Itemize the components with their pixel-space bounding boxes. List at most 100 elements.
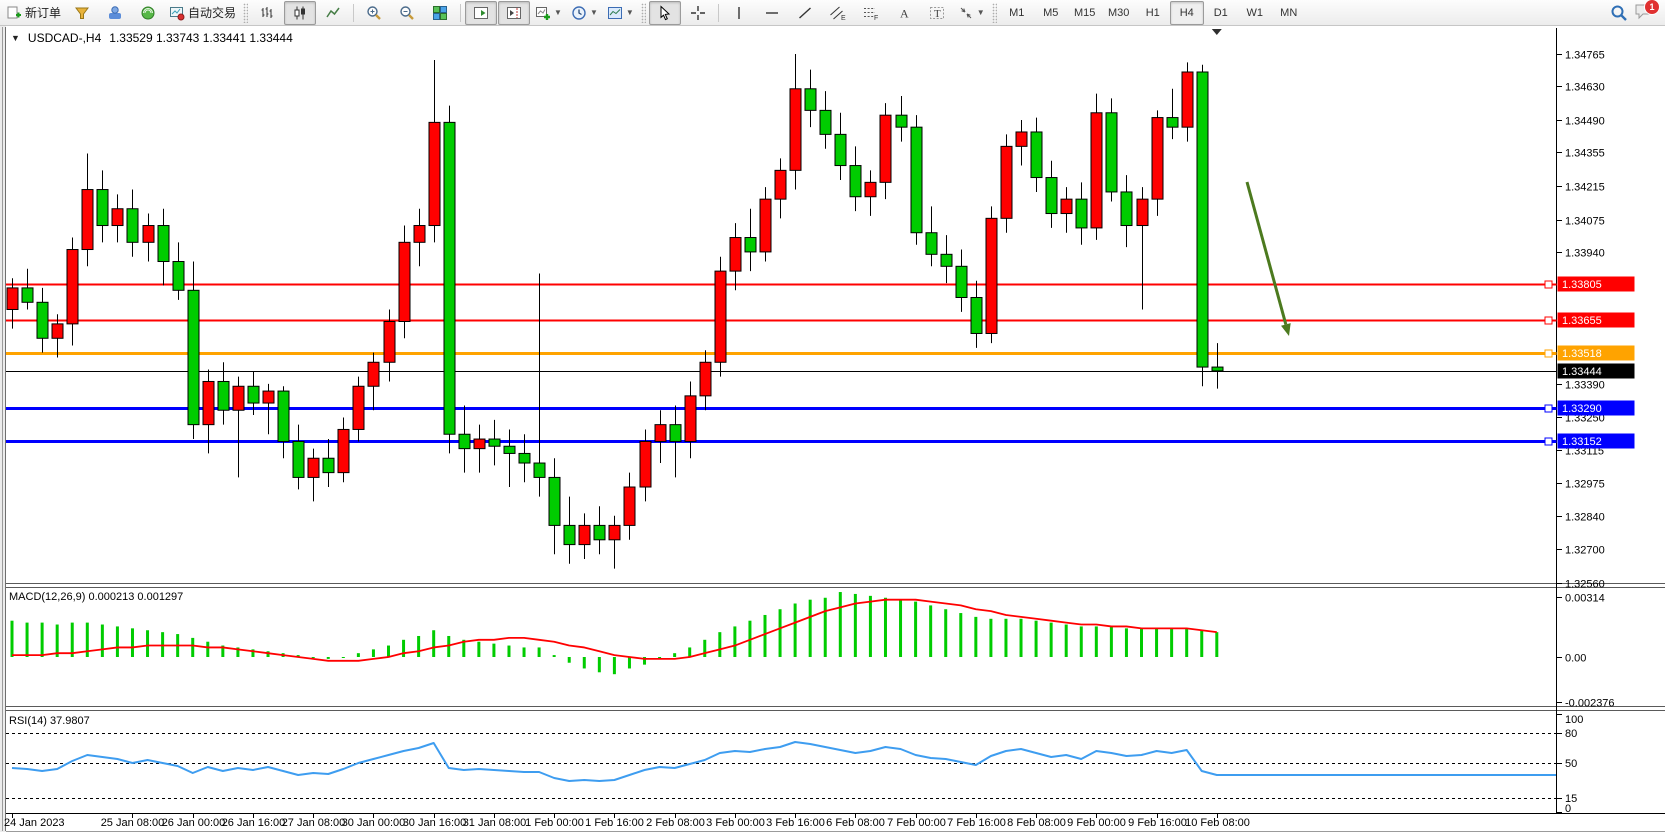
chevron-down-icon: ▼ bbox=[976, 7, 985, 17]
svg-text:1.34355: 1.34355 bbox=[1565, 148, 1605, 160]
new-order-button[interactable]: 新订单 bbox=[3, 1, 65, 25]
horizontal-line-icon bbox=[764, 5, 780, 21]
zoom-out-button[interactable] bbox=[391, 1, 423, 25]
svg-text:30 Jan 16:00: 30 Jan 16:00 bbox=[403, 817, 467, 829]
svg-text:1.34765: 1.34765 bbox=[1565, 50, 1605, 62]
auto-trading-label: 自动交易 bbox=[188, 6, 237, 20]
text-a-icon: A bbox=[896, 5, 912, 21]
templates-button[interactable]: ▼ bbox=[603, 1, 638, 25]
toolbar-grip bbox=[243, 2, 249, 23]
timeframe-H4[interactable]: H4 bbox=[1169, 0, 1204, 25]
timeframe-W1[interactable]: W1 bbox=[1246, 6, 1263, 19]
chart-dropdown-icon[interactable]: ▼ bbox=[11, 33, 20, 43]
svg-text:3 Feb 00:00: 3 Feb 00:00 bbox=[706, 817, 765, 829]
candle-chart-icon bbox=[292, 5, 308, 21]
svg-text:7 Feb 00:00: 7 Feb 00:00 bbox=[887, 817, 946, 829]
text-button[interactable]: A bbox=[888, 1, 920, 25]
toolbar-separator bbox=[460, 3, 462, 22]
candles bbox=[6, 54, 1224, 569]
crosshair-button[interactable] bbox=[682, 1, 714, 25]
trendline-button[interactable] bbox=[789, 1, 821, 25]
svg-text:T: T bbox=[934, 8, 941, 20]
notifications-button[interactable]: 1 bbox=[1634, 0, 1660, 23]
vertical-line-button[interactable] bbox=[723, 1, 755, 25]
trend-arrow-annotation bbox=[1245, 181, 1288, 325]
price-level-labels: 1.33805 1.33655 1.33518 1.33444 1.33290 1.331… bbox=[1557, 276, 1635, 449]
line-chart-button[interactable] bbox=[317, 1, 349, 25]
line-chart-icon bbox=[325, 5, 341, 21]
indicators-button[interactable]: ▼ bbox=[531, 1, 566, 25]
fibonacci-button[interactable]: F bbox=[855, 1, 887, 25]
channel-icon: E bbox=[829, 5, 846, 21]
search-icon[interactable] bbox=[1610, 4, 1628, 22]
svg-text:80: 80 bbox=[1565, 728, 1577, 740]
trendline-icon bbox=[797, 5, 813, 21]
svg-text:1 Feb 00:00: 1 Feb 00:00 bbox=[525, 817, 584, 829]
svg-text:1.33390: 1.33390 bbox=[1565, 380, 1605, 392]
svg-text:27 Jan 08:00: 27 Jan 08:00 bbox=[282, 817, 346, 829]
chart-title[interactable]: ▼ USDCAD-,H4 1.33529 1.33743 1.33441 1.3… bbox=[11, 31, 293, 45]
fibonacci-icon: F bbox=[862, 5, 879, 21]
bar-chart-icon bbox=[259, 5, 275, 21]
timeframe-M15[interactable]: M15 bbox=[1074, 6, 1096, 19]
chart-ohlc-values: 1.33529 1.33743 1.33441 1.33444 bbox=[109, 31, 293, 45]
svg-text:0.00314: 0.00314 bbox=[1565, 593, 1605, 605]
price-axis[interactable]: 1.34765 1.34630 1.34490 1.34355 1.34215 1.340… bbox=[1556, 50, 1605, 591]
signals-button[interactable] bbox=[132, 1, 164, 25]
profiles-button[interactable] bbox=[99, 1, 131, 25]
timeframe-M30[interactable]: M30 bbox=[1108, 6, 1130, 19]
svg-text:24 Jan 2023: 24 Jan 2023 bbox=[4, 817, 65, 829]
arrows-button[interactable]: ▼ bbox=[954, 1, 989, 25]
market-watch-button[interactable] bbox=[66, 1, 98, 25]
toolbar-separator bbox=[353, 3, 355, 22]
horizontal-level-lines[interactable] bbox=[6, 280, 1557, 446]
text-label-button[interactable]: T bbox=[921, 1, 953, 25]
toolbar-separator bbox=[717, 3, 719, 22]
svg-text:1.32840: 1.32840 bbox=[1565, 512, 1605, 524]
chart-shift-icon bbox=[506, 5, 522, 21]
cursor-button[interactable] bbox=[648, 0, 681, 25]
text-label-icon: T bbox=[929, 5, 945, 21]
svg-text:31 Jan 08:00: 31 Jan 08:00 bbox=[463, 817, 527, 829]
tile-windows-button[interactable] bbox=[424, 1, 456, 25]
timeframe-M5[interactable]: M5 bbox=[1043, 6, 1059, 19]
notification-badge: 1 bbox=[1644, 0, 1660, 15]
timeframe-D1[interactable]: D1 bbox=[1213, 6, 1228, 19]
svg-text:2 Feb 08:00: 2 Feb 08:00 bbox=[646, 817, 705, 829]
svg-text:1.34630: 1.34630 bbox=[1565, 82, 1605, 94]
timeframe-MN[interactable]: MN bbox=[1280, 6, 1298, 19]
periods-button[interactable]: ▼ bbox=[567, 1, 602, 25]
horizontal-line-button[interactable] bbox=[756, 1, 788, 25]
svg-text:F: F bbox=[874, 15, 878, 21]
crosshair-icon bbox=[690, 5, 706, 21]
rsi-indicator-label: RSI(14) 37.9807 bbox=[9, 715, 90, 727]
timeframe-group: M1 M5 M15 M30 H1 H4 D1 W1 MN bbox=[1000, 0, 1306, 25]
zoom-in-icon bbox=[366, 5, 382, 21]
person-chart-icon bbox=[107, 5, 123, 21]
svg-text:9 Feb 00:00: 9 Feb 00:00 bbox=[1067, 817, 1126, 829]
funnel-icon bbox=[74, 5, 90, 21]
new-order-icon bbox=[7, 5, 22, 20]
toolbar-right-group: 1 bbox=[1610, 0, 1662, 23]
tile-windows-icon bbox=[432, 5, 448, 21]
svg-text:8 Feb 08:00: 8 Feb 08:00 bbox=[1007, 817, 1066, 829]
chart-shift-button[interactable] bbox=[498, 0, 531, 25]
timeframe-M1[interactable]: M1 bbox=[1009, 6, 1025, 19]
svg-text:1 Feb 16:00: 1 Feb 16:00 bbox=[585, 817, 644, 829]
svg-text:1.33444: 1.33444 bbox=[1562, 366, 1602, 378]
svg-text:26 Jan 16:00: 26 Jan 16:00 bbox=[222, 817, 286, 829]
signal-globe-icon bbox=[140, 5, 156, 21]
macd-indicator-label: MACD(12,26,9) 0.000213 0.001297 bbox=[9, 591, 184, 603]
chart-symbol-period: USDCAD-,H4 bbox=[27, 31, 102, 45]
timeframe-H1[interactable]: H1 bbox=[1145, 6, 1160, 19]
candle-chart-button[interactable] bbox=[284, 0, 317, 25]
zoom-in-button[interactable] bbox=[358, 1, 390, 25]
auto-trading-button[interactable]: 自动交易 bbox=[165, 1, 240, 25]
bar-chart-button[interactable] bbox=[251, 1, 283, 25]
auto-scroll-button[interactable] bbox=[465, 0, 498, 25]
equidistant-channel-button[interactable]: E bbox=[822, 1, 854, 25]
svg-text:1.33152: 1.33152 bbox=[1562, 436, 1602, 448]
rsi-panel: 100 80 50 150 bbox=[6, 714, 1583, 815]
